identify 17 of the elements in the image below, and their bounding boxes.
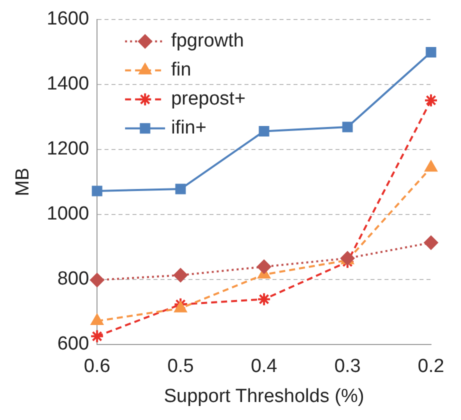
x-tick-label: 0.4 [250,356,278,378]
y-tick-label: 1600 [46,8,90,30]
y-axis-title: MB [12,168,34,196]
legend-label: fin [171,60,192,81]
x-tick-label: 0.2 [418,356,444,378]
x-tick-label: 0.5 [167,356,194,378]
y-tick-label: 1000 [46,204,90,225]
y-tick-label: 1400 [46,74,90,95]
x-tick-label: 0.6 [84,356,110,378]
y-tick-label: 600 [57,334,90,355]
legend-label: prepost+ [171,88,246,110]
x-tick-label: 0.3 [334,356,361,378]
legend-label: ifin+ [171,118,206,139]
legend-label: fpgrowth [171,30,244,52]
y-tick-label: 800 [57,268,90,290]
y-tick-label: 1200 [46,138,90,160]
x-axis-title: Support Thresholds (%) [164,386,364,407]
